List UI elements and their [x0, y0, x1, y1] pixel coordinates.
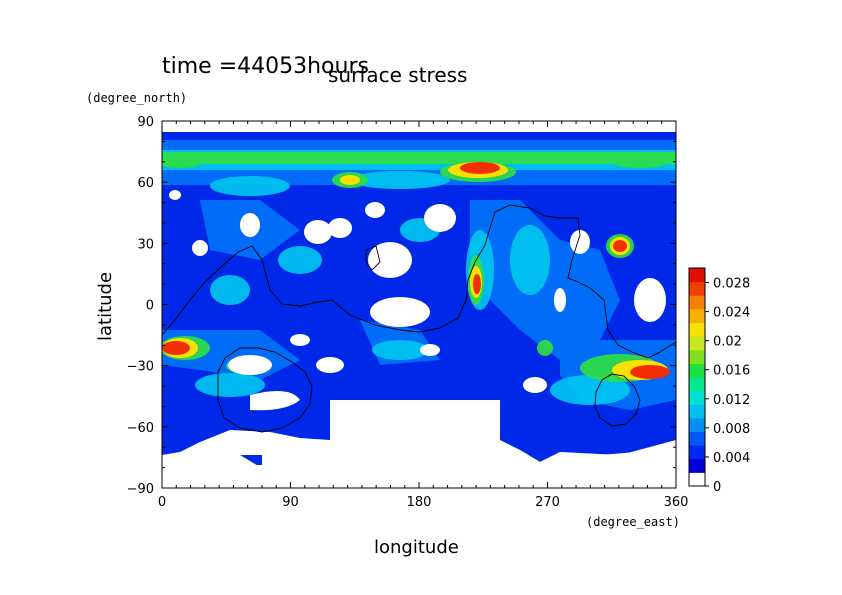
axes: 0 90 180 270 360 90 60 30 0 −30 −60 −90	[127, 115, 689, 510]
colorbar-swatch	[689, 404, 705, 419]
colorbar-label: 0.016	[713, 364, 750, 379]
x-axis-label: longitude	[374, 537, 459, 558]
colorbar-swatch	[689, 417, 705, 432]
x-tick-label: 0	[158, 495, 166, 510]
colorbar: 0.028 0.024 0.02 0.016 0.012 0.008 0.004 0	[688, 267, 750, 495]
colorbar-swatch	[689, 308, 705, 323]
coastline	[162, 204, 676, 433]
x-tick-label: 90	[282, 495, 299, 510]
x-tick-label: 270	[535, 495, 560, 510]
field-hot	[162, 162, 670, 379]
colorbar-swatch	[689, 363, 705, 378]
colorbar-swatch	[689, 281, 705, 296]
colorbar-label: 0	[713, 480, 721, 495]
colorbar-label: 0.028	[713, 277, 750, 292]
colorbar-swatch	[689, 336, 705, 351]
x-tick-label: 360	[664, 495, 689, 510]
y-tick-label: −90	[127, 482, 154, 497]
y-tick-label: 0	[146, 299, 154, 314]
colorbar-label: 0.024	[713, 306, 750, 321]
colorbar-label: 0.012	[713, 393, 750, 408]
colorbar-swatch	[689, 445, 705, 460]
plot-area	[162, 121, 676, 488]
colorbar-swatch	[689, 268, 705, 283]
colorbar-swatch	[689, 431, 705, 446]
y-tick-label: 90	[137, 115, 154, 130]
y-tick-label: 30	[137, 237, 154, 252]
colorbar-swatch	[689, 390, 705, 405]
colorbar-swatch	[689, 295, 705, 310]
y-tick-label: −60	[127, 421, 154, 436]
chart-title: surface stress	[328, 63, 467, 87]
y-unit-label: (degree_north)	[86, 91, 187, 105]
time-label: time =44053hours	[162, 54, 369, 79]
colorbar-swatch	[689, 472, 705, 487]
y-axis-label: latitude	[95, 272, 116, 341]
colorbar-swatch	[689, 349, 705, 364]
colorbar-frame	[688, 267, 706, 487]
colorbar-label: 0.008	[713, 422, 750, 437]
field-holes	[162, 190, 676, 488]
y-tick-label: 60	[137, 176, 154, 191]
colorbar-swatch	[689, 322, 705, 337]
colorbar-label: 0.004	[713, 451, 750, 466]
colorbar-swatch	[689, 377, 705, 392]
x-unit-label: (degree_east)	[586, 515, 680, 529]
colorbar-label: 0.02	[713, 335, 742, 350]
x-tick-label: 180	[407, 495, 432, 510]
colorbar-swatch	[689, 458, 705, 473]
y-tick-label: −30	[127, 360, 154, 375]
